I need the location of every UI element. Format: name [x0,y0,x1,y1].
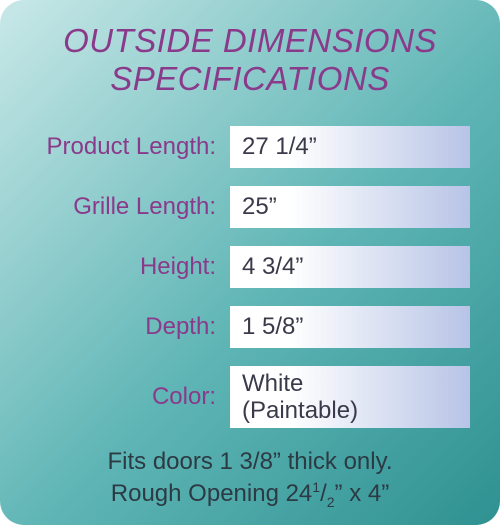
spec-label: Height: [30,253,230,281]
spec-label: Color: [30,383,230,411]
spec-rows: Product Length: 27 1/4” Grille Length: 2… [30,126,470,428]
table-row: Depth: 1 5/8” [30,306,470,348]
spec-value: 1 5/8” [230,306,470,348]
table-row: Height: 4 3/4” [30,246,470,288]
panel-title: OUTSIDE DIMENSIONS SPECIFICATIONS [30,22,470,98]
spec-value: 4 3/4” [230,246,470,288]
spec-label: Grille Length: [30,193,230,221]
spec-value: 27 1/4” [230,126,470,168]
spec-value: 25” [230,186,470,228]
table-row: Grille Length: 25” [30,186,470,228]
spec-label: Depth: [30,313,230,341]
title-line-1: OUTSIDE DIMENSIONS [63,22,437,59]
footer-line-2: Rough Opening 241/2” x 4” [111,480,389,507]
spec-label: Product Length: [30,133,230,161]
title-line-2: SPECIFICATIONS [110,60,390,97]
table-row: Color: White (Paintable) [30,366,470,428]
footer-line-1: Fits doors 1 3/8” thick only. [108,448,393,475]
footer-note: Fits doors 1 3/8” thick only. Rough Open… [30,446,470,512]
table-row: Product Length: 27 1/4” [30,126,470,168]
spec-value: White (Paintable) [230,366,470,428]
spec-panel: OUTSIDE DIMENSIONS SPECIFICATIONS Produc… [0,0,500,525]
